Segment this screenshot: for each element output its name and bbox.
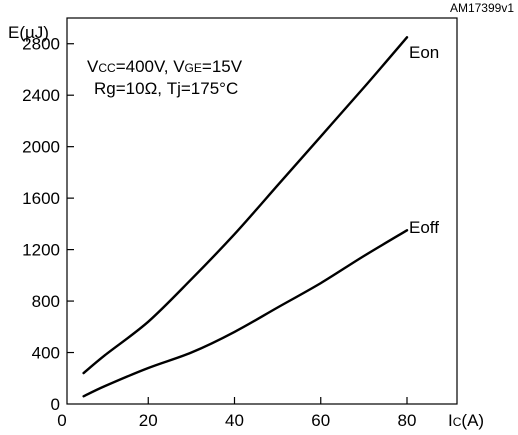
x-tick-label: 80 bbox=[398, 411, 417, 430]
x-tick-label: 20 bbox=[139, 411, 158, 430]
y-ticks: 0 400 800 1200 1600 2000 2400 2800 bbox=[22, 35, 74, 414]
annotation-segment: =400V, V bbox=[116, 57, 186, 76]
x-axis-label-unit: (A) bbox=[461, 411, 484, 430]
annotation-line2: Rg=10Ω, Tj=175°C bbox=[94, 79, 238, 98]
x-tick-label: 60 bbox=[311, 411, 330, 430]
annotation-segment: =15V bbox=[202, 57, 243, 76]
series-labels: Eon Eoff bbox=[409, 43, 439, 237]
annotation-subscript: GE bbox=[185, 61, 202, 75]
series-label-eoff: Eoff bbox=[409, 218, 439, 237]
annotation-segment: V bbox=[87, 57, 99, 76]
x-tick-label: 0 bbox=[57, 411, 66, 430]
annotation-line1: VCC=400V, VGE=15V bbox=[87, 57, 243, 76]
chart-code: AM17399v1 bbox=[450, 1, 514, 15]
series-line-eoff bbox=[82, 229, 409, 398]
y-tick-label: 2800 bbox=[22, 35, 60, 54]
y-tick-label: 2400 bbox=[22, 86, 60, 105]
y-tick-label: 800 bbox=[32, 292, 60, 311]
x-axis-label-sub: C bbox=[453, 415, 462, 429]
series-lines bbox=[82, 36, 409, 398]
y-tick-label: 1200 bbox=[22, 241, 60, 260]
y-tick-label: 2000 bbox=[22, 138, 60, 157]
y-axis-label: E(µJ) bbox=[8, 23, 49, 42]
x-axis-label: IC(A) bbox=[448, 411, 484, 430]
y-tick-label: 400 bbox=[32, 344, 60, 363]
series-line-eon bbox=[82, 36, 409, 375]
y-tick-label: 1600 bbox=[22, 189, 60, 208]
x-axis-label-main: I bbox=[448, 411, 453, 430]
plot-frame bbox=[66, 17, 458, 405]
x-ticks: 0 20 40 60 80 bbox=[57, 397, 416, 430]
annotation-subscript: CC bbox=[98, 61, 116, 75]
series-label-eon: Eon bbox=[409, 43, 439, 62]
y-tick-label: 0 bbox=[51, 395, 60, 414]
x-tick-label: 40 bbox=[225, 411, 244, 430]
